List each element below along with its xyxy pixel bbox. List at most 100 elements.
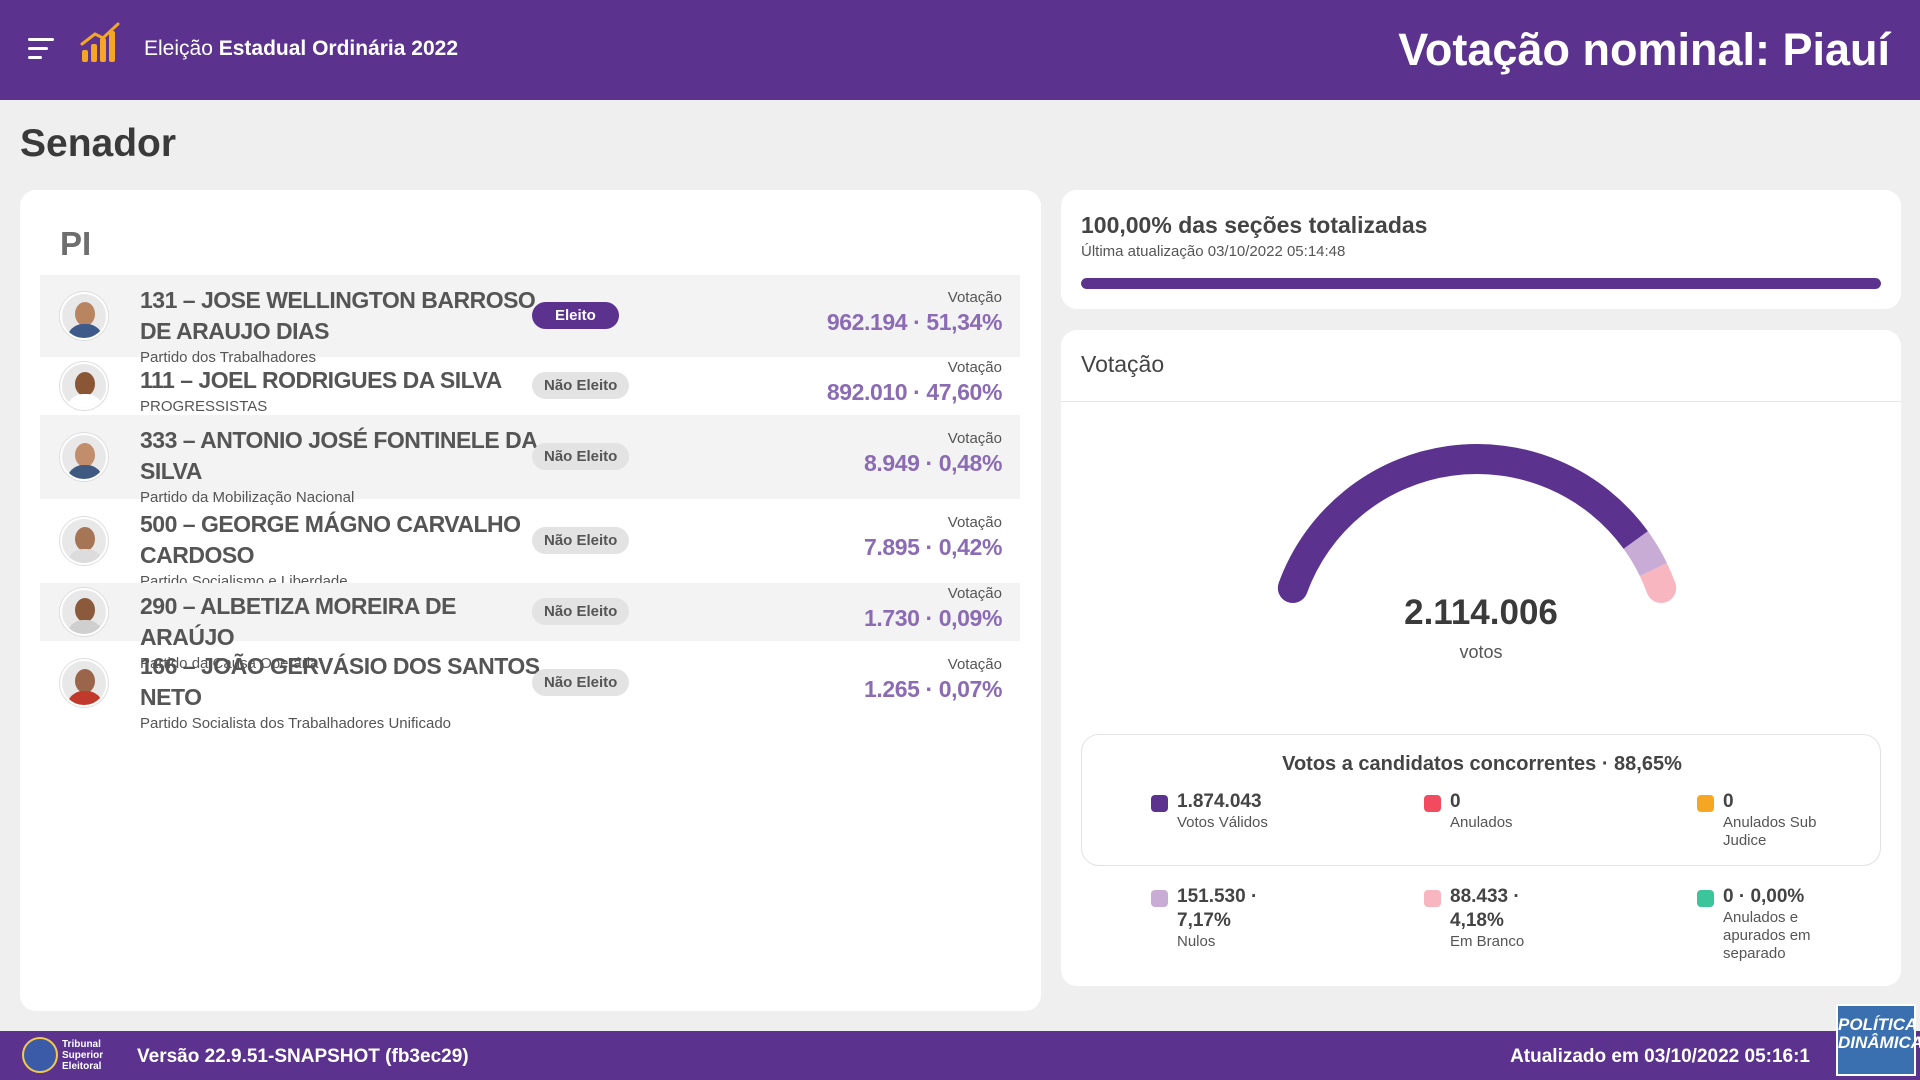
candidate-party: Partido Socialista dos Trabalhadores Uni… (140, 715, 452, 732)
legend-swatch (1424, 890, 1441, 907)
legend-item: 88.433 · 4,18% Em Branco (1424, 885, 1564, 951)
votes-value: 1.265 · 0,07% (863, 676, 1002, 702)
legend-swatch (1151, 890, 1168, 907)
candidate-party: Partido dos Trabalhadores (140, 349, 316, 366)
candidate-photo (60, 292, 108, 340)
candidate-info: 500 – GEORGE MÁGNO CARVALHO CARDOSO Part… (140, 509, 540, 590)
status-badge: Não Eleito (532, 443, 630, 470)
candidate-photo (60, 659, 108, 707)
votes-value: 8.949 · 0,48% (863, 450, 1002, 476)
valid-votes-summary: Votos a candidatos concorrentes · 88,65% (1081, 734, 1881, 866)
state-label: PI (60, 225, 92, 262)
legend-value: 0 (1723, 791, 1734, 812)
votes-value: 7.895 · 0,42% (863, 534, 1002, 560)
top-bar: Eleição Estadual Ordinária 2022 Votação … (0, 0, 1920, 100)
candidate-name: 166 – JOÃO GERVÁSIO DOS SANTOS NETO (140, 653, 540, 710)
candidate-party: Partido da Mobilização Nacional (140, 489, 355, 506)
legend-label: Anulados (1450, 814, 1513, 831)
candidate-name: 131 – JOSE WELLINGTON BARROSO DE ARAUJO … (140, 287, 536, 344)
gauge-start-cap (1277, 572, 1308, 603)
legend-swatch (1424, 795, 1441, 812)
legend-value: 1.874.043 (1177, 791, 1262, 812)
candidate-photo (60, 517, 108, 565)
page-title: Votação nominal: Piauí (1398, 24, 1890, 75)
candidate-info: 131 – JOSE WELLINGTON BARROSO DE ARAUJO … (140, 285, 540, 366)
bar-chart-logo-icon (80, 22, 120, 62)
legend-item: 0 · 0,00% Anulados e apurados em separad… (1697, 885, 1837, 963)
legend-label: Em Branco (1450, 933, 1525, 950)
legend-value: 0 (1450, 791, 1461, 812)
election-title: Eleição Estadual Ordinária 2022 (144, 37, 458, 60)
candidate-info: 333 – ANTONIO JOSÉ FONTINELE DA SILVA Pa… (140, 425, 540, 506)
votes-value: 1.730 · 0,09% (863, 605, 1002, 631)
candidate-info: 290 – ALBETIZA MOREIRA DE ARAÚJO Partido… (140, 591, 540, 672)
candidate-row: 333 – ANTONIO JOSÉ FONTINELE DA SILVA Pa… (40, 415, 1020, 506)
footer: Tribunal Superior Eleitoral Versão 22.9.… (0, 1031, 1920, 1080)
status-badge: Eleito (532, 302, 619, 329)
candidate-party: PROGRESSISTAS (140, 398, 268, 415)
candidate-name: 290 – ALBETIZA MOREIRA DE ARAÚJO (140, 593, 456, 650)
menu-icon[interactable] (28, 38, 54, 60)
legend-label: Anulados Sub Judice (1723, 814, 1817, 849)
status-badge: Não Eleito (532, 527, 630, 554)
legend-value: 0 · 0,00% (1723, 886, 1805, 907)
total-votes: 2.114.006 (1404, 593, 1558, 632)
candidate-votes: Votação 962.194 · 51,34% (826, 289, 1003, 336)
tse-logo: Tribunal Superior Eleitoral (22, 1037, 110, 1075)
votes-label: Votação (947, 289, 1002, 306)
updated-text: Atualizado em 03/10/2022 05:16:1 (1510, 1046, 1810, 1067)
watermark-logo: POLÍTICA DINÂMICA (1836, 1004, 1920, 1076)
legend-item: 0 Anulados Sub Judice (1697, 790, 1837, 850)
votes-label: Votação (947, 514, 1002, 531)
candidate-row: 166 – JOÃO GERVÁSIO DOS SANTOS NETO Part… (40, 641, 1020, 732)
candidate-name: 500 – GEORGE MÁGNO CARVALHO CARDOSO (140, 511, 521, 568)
totalization-progress-bar (1081, 278, 1881, 289)
office-title: Senador (20, 122, 177, 165)
candidate-row: 111 – JOEL RODRIGUES DA SILVA PROGRESSIS… (40, 357, 1020, 415)
votes-label: Votação (947, 656, 1002, 673)
totalization-card: 100,00% das seções totalizadas Última at… (1061, 190, 1901, 309)
legend-label: Votos Válidos (1177, 814, 1268, 831)
legend-value: 88.433 · 4,18% (1450, 886, 1520, 931)
gauge-valid-segment (1278, 444, 1648, 594)
tse-logo-text: Tribunal Superior Eleitoral (62, 1039, 104, 1072)
candidate-votes: Votação 1.730 · 0,09% (864, 585, 1002, 632)
votes-card-title: Votação (1081, 351, 1165, 377)
votes-label: Votação (947, 430, 1002, 447)
legend-swatch (1151, 795, 1168, 812)
status-badge: Não Eleito (532, 669, 630, 696)
legend-value: 151.530 · 7,17% (1177, 886, 1258, 931)
gauge-null-segment (1623, 531, 1667, 577)
total-votes-unit: votos (1459, 642, 1503, 662)
candidate-party: Partido da Causa Operária (140, 655, 319, 672)
candidate-row: 500 – GEORGE MÁGNO CARVALHO CARDOSO Part… (40, 499, 1020, 590)
totalization-title: 100,00% das seções totalizadas (1081, 212, 1428, 238)
status-badge: Não Eleito (532, 372, 630, 399)
candidate-votes: Votação 7.895 · 0,42% (864, 514, 1002, 561)
tse-emblem-icon (22, 1037, 58, 1073)
summary-title: Votos a candidatos concorrentes · 88,65% (1282, 753, 1682, 775)
last-update-text: Última atualização 03/10/2022 05:14:48 (1081, 243, 1346, 260)
candidate-name: 333 – ANTONIO JOSÉ FONTINELE DA SILVA (140, 427, 537, 484)
gauge-end-cap (1646, 572, 1677, 603)
candidate-votes: Votação 892.010 · 47,60% (827, 359, 1003, 406)
legend-item: 1.874.043 Votos Válidos (1151, 790, 1291, 832)
candidate-votes: Votação 1.265 · 0,07% (864, 656, 1002, 703)
candidate-info: 166 – JOÃO GERVÁSIO DOS SANTOS NETO Part… (140, 651, 540, 732)
candidate-name: 111 – JOEL RODRIGUES DA SILVA (140, 367, 502, 393)
legend-swatch (1697, 795, 1714, 812)
status-badge: Não Eleito (532, 598, 630, 625)
candidate-photo (60, 433, 108, 481)
legend-label: Nulos (1177, 933, 1216, 950)
legend-item: 151.530 · 7,17% Nulos (1151, 885, 1291, 951)
candidate-info: 111 – JOEL RODRIGUES DA SILVA PROGRESSIS… (140, 365, 540, 415)
candidate-row: 290 – ALBETIZA MOREIRA DE ARAÚJO Partido… (40, 583, 1020, 672)
candidate-photo (60, 362, 108, 410)
votes-value: 962.194 · 51,34% (826, 309, 1003, 335)
candidates-card: PI 131 – JOSE WELLINGTON BARROSO DE ARAU… (20, 190, 1041, 1011)
candidate-votes: Votação 8.949 · 0,48% (864, 430, 1002, 477)
progress-fill (1081, 278, 1881, 289)
legend-swatch (1697, 890, 1714, 907)
candidate-photo (60, 588, 108, 636)
votes-gauge (1277, 444, 1677, 603)
